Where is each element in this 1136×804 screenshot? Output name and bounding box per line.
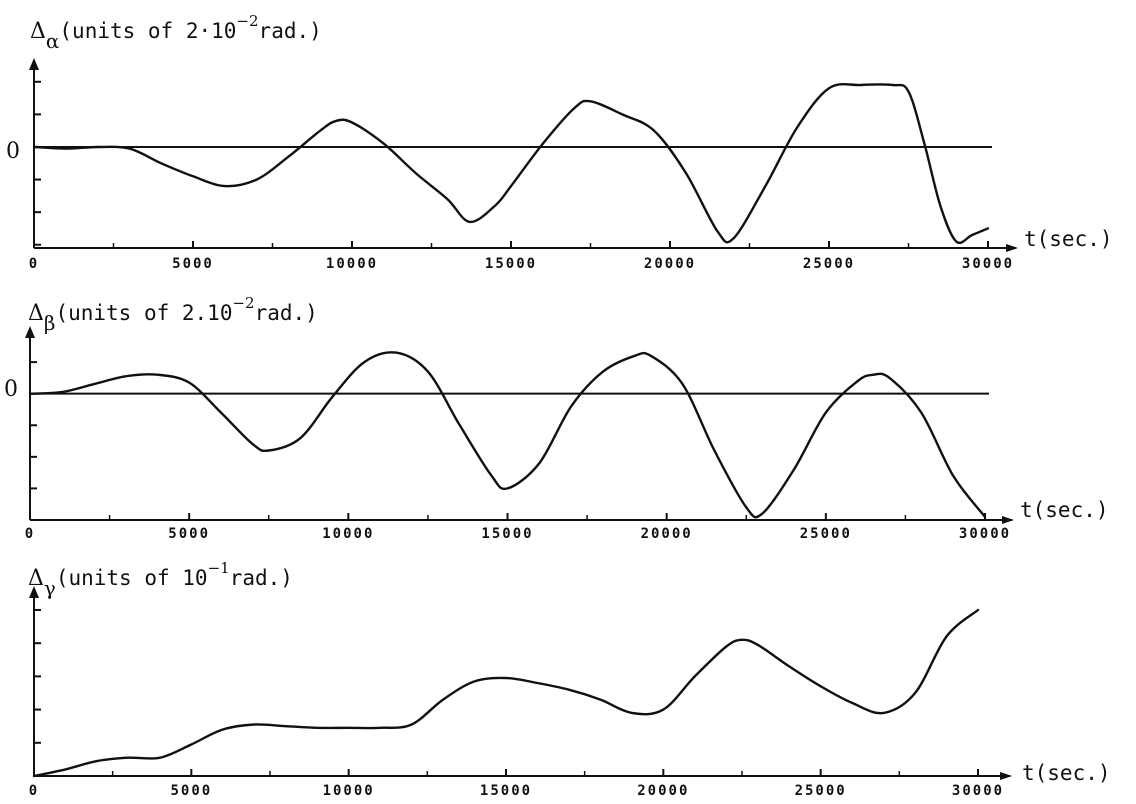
panel-alpha-xtick-label-0: 0 xyxy=(29,256,39,272)
panel-alpha-xlabel: t(sec.) xyxy=(1024,227,1113,251)
panel-beta-symbol: Δ xyxy=(28,301,44,326)
panel-beta-units: (units of 2.10 xyxy=(55,301,232,325)
panel-alpha-rad: rad.) xyxy=(259,19,322,43)
panel-gamma-series xyxy=(32,608,980,778)
panel-beta-title: Δβ(units of 2.10−2rad.) xyxy=(28,294,318,335)
panel-alpha-title: Δα(units of 2·10−2rad.) xyxy=(30,12,322,53)
panel-alpha-series-line-0 xyxy=(32,83,990,245)
panel-alpha-y-arrow xyxy=(29,58,39,70)
panel-alpha-xtick-label-5: 25000 xyxy=(803,256,855,272)
panel-gamma-xtick-label-5: 25000 xyxy=(795,783,847,799)
panel-beta-series xyxy=(28,351,987,519)
panel-beta-zero-label: 0 xyxy=(4,377,18,402)
panel-alpha-subscript: α xyxy=(46,29,60,53)
panel-gamma-symbol: Δ xyxy=(28,566,44,591)
panel-beta-series-line-0 xyxy=(28,351,987,519)
panel-gamma-y-arrow xyxy=(29,586,39,598)
panel-alpha-symbol: Δ xyxy=(30,19,46,44)
panel-gamma-title: Δγ(units of 10−1rad.) xyxy=(28,559,293,600)
panel-gamma-exponent: −1 xyxy=(208,559,230,577)
panel-alpha-xtick-label-3: 15000 xyxy=(485,256,537,272)
panel-gamma-xtick-label-3: 15000 xyxy=(480,783,532,799)
panel-alpha-xtick-label-2: 10000 xyxy=(326,256,378,272)
panel-beta-xtick-label-0: 0 xyxy=(25,526,35,542)
panel-beta-xticks: 0 5000 10000 15000 20000 25000 30000 xyxy=(25,513,1011,542)
panel-gamma-axes xyxy=(29,586,1012,780)
panel-gamma-xtick-label-2: 10000 xyxy=(323,783,375,799)
panel-beta: Δβ(units of 2.10−2rad.) 0 t(sec.) 0 5000 1… xyxy=(4,294,1109,542)
panel-gamma-xtick-label-4: 20000 xyxy=(637,783,689,799)
panel-gamma-xtick-label-0: 0 xyxy=(29,783,39,799)
panel-gamma-xlabel: t(sec.) xyxy=(1022,761,1111,785)
panel-alpha-xtick-label-4: 20000 xyxy=(644,256,696,272)
panel-gamma: Δγ(units of 10−1rad.) t(sec.) 0 5000 10000… xyxy=(28,559,1111,799)
panel-beta-y-arrow xyxy=(25,326,35,338)
panel-beta-xlabel: t(sec.) xyxy=(1020,498,1109,522)
panel-gamma-subscript: γ xyxy=(44,576,56,600)
panel-beta-xtick-label-5: 25000 xyxy=(800,526,852,542)
panel-gamma-xtick-label-6: 30000 xyxy=(952,783,1004,799)
panel-gamma-units: (units of 10 xyxy=(56,566,208,590)
panel-beta-xtick-label-4: 20000 xyxy=(641,526,693,542)
panel-alpha-zero-label: 0 xyxy=(6,139,20,164)
panel-beta-xtick-label-2: 10000 xyxy=(322,526,374,542)
panel-gamma-series-line-0 xyxy=(32,608,980,778)
panel-beta-subscript: β xyxy=(44,311,56,335)
panel-beta-exponent: −2 xyxy=(232,294,254,312)
panel-beta-xtick-label-6: 30000 xyxy=(959,526,1011,542)
panel-beta-xtick-label-1: 5000 xyxy=(168,526,210,542)
panel-beta-axes xyxy=(25,326,1014,524)
panel-alpha-series xyxy=(32,83,990,245)
panel-alpha-xticks: 0 5000 10000 15000 20000 25000 30000 xyxy=(29,241,1014,272)
panel-gamma-x-arrow xyxy=(1000,772,1012,780)
panel-alpha-x-arrow xyxy=(1006,244,1018,252)
panel-alpha-axes xyxy=(29,58,1018,252)
panel-gamma-xtick-label-1: 5000 xyxy=(170,783,212,799)
panel-alpha-xtick-label-6: 30000 xyxy=(962,256,1014,272)
panel-gamma-rad: rad.) xyxy=(230,566,293,590)
panel-gamma-xticks: 0 5000 10000 15000 20000 25000 30000 xyxy=(29,769,1004,799)
panel-alpha: Δα(units of 2·10−2rad.) 0 t(sec.) 0 5000 1… xyxy=(6,12,1113,272)
panel-alpha-exponent: −2 xyxy=(236,12,258,30)
panel-alpha-units: (units of 2·10 xyxy=(59,19,236,43)
panel-alpha-xtick-label-1: 5000 xyxy=(172,256,214,272)
panel-beta-xtick-label-3: 15000 xyxy=(481,526,533,542)
panel-beta-rad: rad.) xyxy=(255,301,318,325)
panel-beta-x-arrow xyxy=(1002,516,1014,524)
